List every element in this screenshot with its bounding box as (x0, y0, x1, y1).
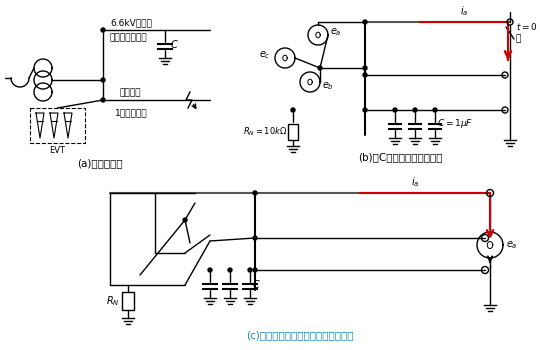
Text: $i_a$: $i_a$ (411, 175, 419, 189)
Circle shape (363, 108, 367, 112)
Circle shape (393, 108, 397, 112)
Text: $e_a$: $e_a$ (506, 239, 518, 251)
Circle shape (248, 268, 252, 272)
Circle shape (413, 108, 417, 112)
Text: (c)　テブナンの定理を適用した回路: (c) テブナンの定理を適用した回路 (246, 330, 354, 340)
Circle shape (101, 98, 105, 102)
Bar (122, 292, 134, 310)
Bar (288, 124, 298, 140)
Circle shape (363, 20, 367, 24)
Circle shape (183, 218, 187, 222)
Text: $C=1\mu F$: $C=1\mu F$ (437, 118, 473, 131)
Circle shape (228, 268, 232, 272)
Circle shape (253, 191, 257, 195)
Text: 1線地絡事故: 1線地絡事故 (115, 108, 147, 117)
Text: $t=0$: $t=0$ (516, 21, 538, 33)
Text: $e_c$: $e_c$ (259, 49, 271, 61)
Circle shape (253, 236, 257, 240)
Text: ほかの健全回線: ほかの健全回線 (110, 33, 147, 42)
Text: (a)　配電系統: (a) 配電系統 (77, 158, 123, 168)
Text: $R_N=10k\Omega$: $R_N=10k\Omega$ (242, 126, 287, 138)
Text: EVT: EVT (50, 146, 65, 155)
Text: $e_b$: $e_b$ (322, 80, 334, 92)
Text: 6.6kV配電線: 6.6kV配電線 (110, 18, 152, 27)
Circle shape (363, 66, 367, 70)
Bar (30, 108, 85, 143)
Circle shape (208, 268, 212, 272)
Circle shape (253, 268, 257, 272)
Text: $C$: $C$ (170, 38, 179, 50)
Text: $e_a$: $e_a$ (330, 26, 342, 38)
Text: $R_N$: $R_N$ (106, 294, 120, 308)
Circle shape (318, 66, 322, 70)
Circle shape (433, 108, 437, 112)
Circle shape (291, 108, 295, 112)
Text: 事故回線: 事故回線 (120, 88, 141, 97)
Text: $C$: $C$ (252, 278, 261, 290)
Text: (b)　Cを考慮した三相回路: (b) Cを考慮した三相回路 (357, 152, 442, 162)
Text: $i_a$: $i_a$ (460, 4, 468, 18)
Circle shape (363, 73, 367, 77)
Circle shape (101, 78, 105, 82)
Text: 閉: 閉 (516, 35, 522, 43)
Circle shape (101, 28, 105, 32)
